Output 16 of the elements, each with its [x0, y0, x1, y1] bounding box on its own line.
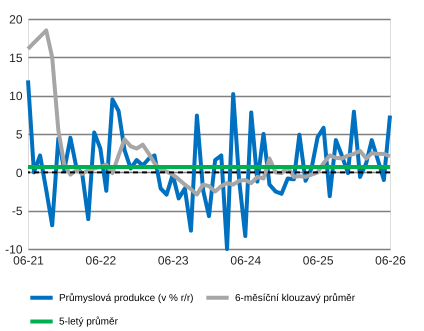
x-tick-label: 06-25: [302, 254, 334, 268]
x-tick-label: 06-24: [230, 254, 262, 268]
y-tick-label: 10: [9, 89, 23, 104]
x-tick-label: 06-21: [13, 254, 44, 268]
y-tick-label: 15: [9, 50, 23, 65]
y-tick-label: 0: [16, 166, 23, 180]
y-tick-label: 20: [9, 12, 23, 26]
y-tick-label: 5: [16, 128, 23, 142]
x-tick-label: 06-23: [158, 254, 189, 268]
x-tick-label: 06-22: [86, 254, 117, 268]
legend-label: Průmyslová produkce (v % r/r): [59, 292, 194, 304]
y-tick-label: -5: [12, 204, 23, 218]
legend-label: 5-letý průměr: [59, 316, 119, 328]
x-tick-label: 06-26: [375, 254, 406, 268]
y-tick-label: -10: [5, 242, 23, 256]
legend-label: 6-měsíční klouzavý průměr: [235, 292, 356, 304]
